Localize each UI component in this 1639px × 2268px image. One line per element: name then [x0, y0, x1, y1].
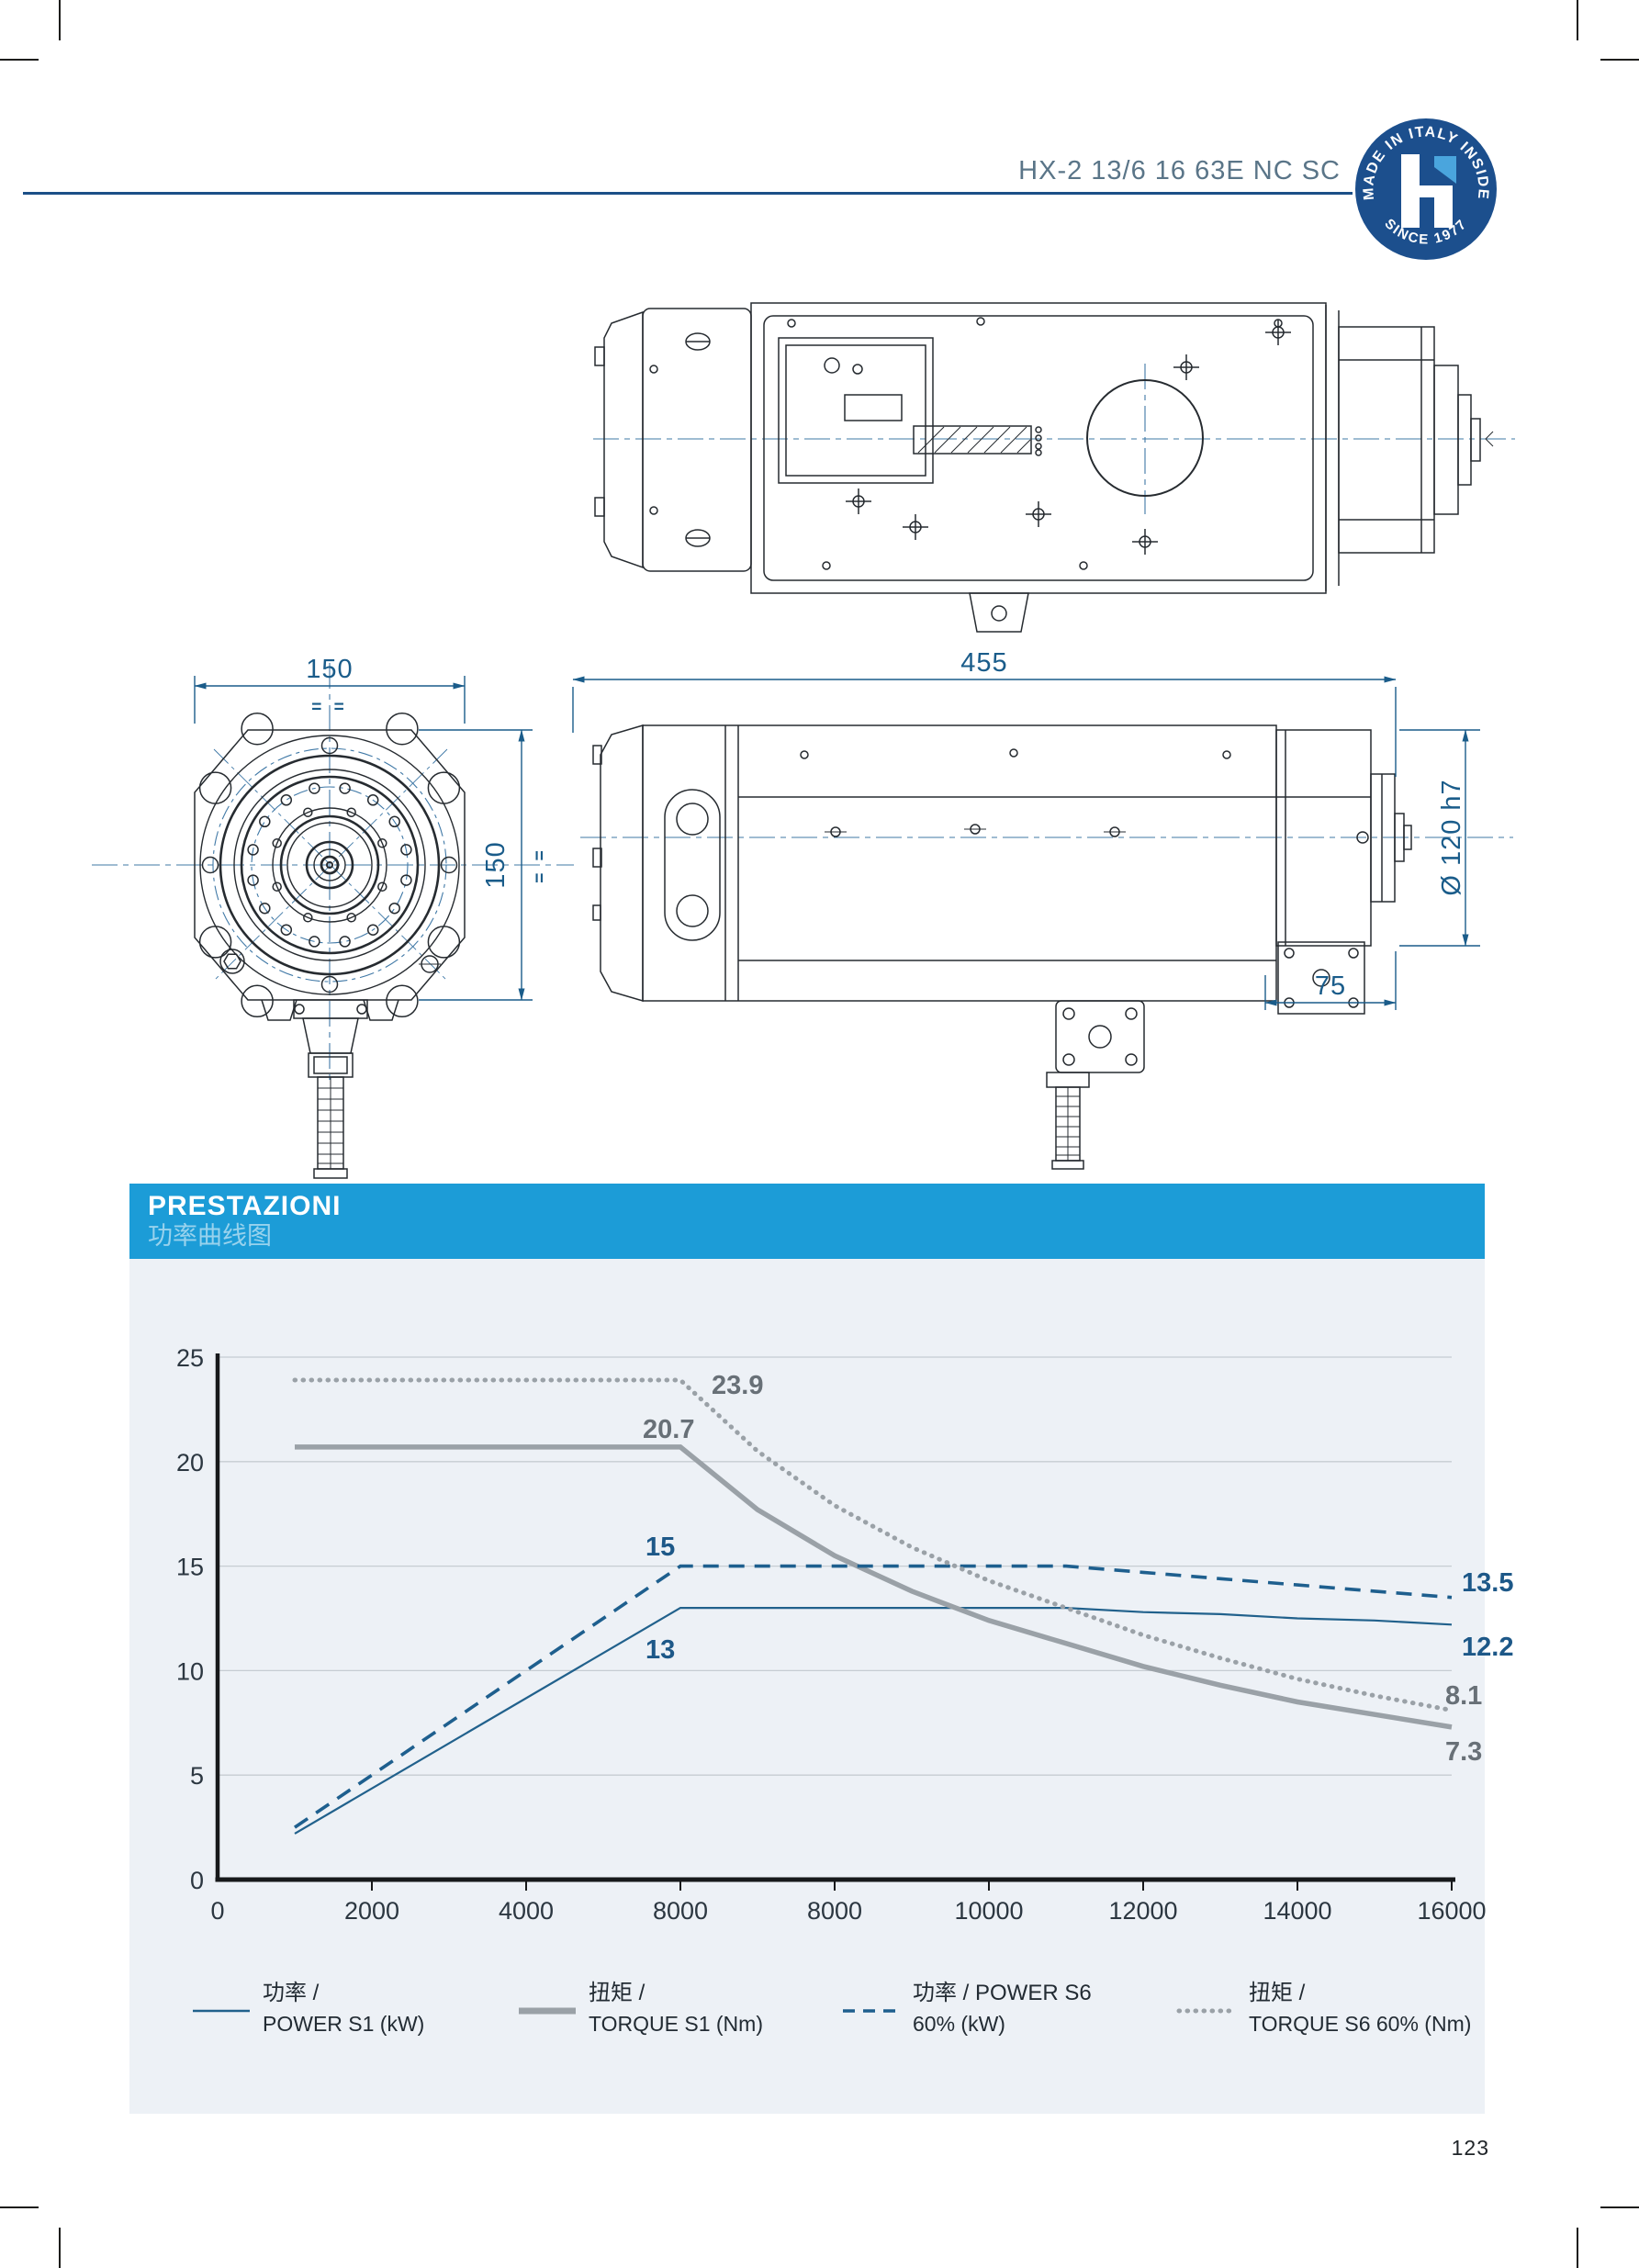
- dimension-lines: [194, 676, 1480, 1010]
- curve-value-label: 15: [645, 1533, 675, 1562]
- svg-text:14000: 14000: [1263, 1897, 1331, 1925]
- svg-text:4000: 4000: [499, 1897, 554, 1925]
- legend-swatch-power-s6-icon: [843, 2004, 900, 2038]
- curve-torque-s1: [295, 1444, 1453, 1730]
- curve-value-label: 8.1: [1445, 1681, 1482, 1711]
- legend-label-en: TORQUE S6 60% (Nm): [1249, 2012, 1472, 2036]
- legend-label-en: TORQUE S1 (Nm): [589, 2012, 763, 2036]
- centerline: [593, 364, 1515, 514]
- legend-label-en: 60% (kW): [913, 2012, 1005, 2036]
- svg-text:8000: 8000: [807, 1897, 862, 1925]
- legend-label-zh: 功率 /: [263, 1981, 320, 2005]
- crop-mark: [1577, 0, 1578, 40]
- svg-text:5: 5: [190, 1762, 204, 1790]
- spindle-top-view-drawing: [593, 302, 1515, 633]
- legend-item-power-s6: 功率 / POWER S6 60% (kW): [843, 1976, 1092, 2038]
- legend-label-zh: 扭矩 /: [589, 1981, 645, 2005]
- svg-text:10: 10: [176, 1657, 204, 1685]
- nose-diameter-dimension: Ø 120 h7: [1437, 779, 1466, 895]
- curve-power-s1: [294, 1606, 1453, 1835]
- svg-text:20: 20: [176, 1449, 204, 1476]
- front-height-dimension: 150: [481, 841, 511, 888]
- chart-section-title: PRESTAZIONI: [148, 1191, 342, 1221]
- made-in-italy-badge-icon: MADE IN ITALY INSIDE SINCE 1977: [1355, 118, 1497, 260]
- spindle-front-side-view-drawing: 150 = = 150 = = 455 Ø 120 h7 75: [92, 648, 1513, 1179]
- curve-value-label: 12.2: [1462, 1633, 1513, 1662]
- side-length-dimension: 455: [960, 648, 1007, 678]
- svg-text:15: 15: [176, 1554, 204, 1581]
- crop-mark: [1600, 59, 1639, 61]
- front-view-flange: [194, 729, 466, 1179]
- front-view-bolt-holes: [198, 712, 461, 1018]
- legend-item-torque-s6: 扭矩 / TORQUE S6 60% (Nm): [1176, 1976, 1472, 2038]
- legend-label-en: POWER S1 (kW): [263, 2012, 425, 2036]
- svg-text:0: 0: [210, 1897, 224, 1925]
- crop-mark: [0, 59, 39, 61]
- screw-marks: [846, 320, 1291, 555]
- header-rule: [23, 192, 1353, 195]
- crop-mark: [59, 0, 61, 40]
- chart-section-subtitle: 功率曲线图: [148, 1222, 272, 1250]
- performance-chart: 0 2000 4000 8000 8000 10000 12000 14000 16000 0 5 1…: [176, 1344, 1514, 1925]
- symmetry-marks: = =: [311, 698, 347, 717]
- crop-mark: [59, 2228, 61, 2268]
- hsd-logo-icon: [1401, 154, 1456, 228]
- chart-panel: [129, 1259, 1485, 2114]
- svg-text:2000: 2000: [344, 1897, 399, 1925]
- crop-mark: [1577, 2228, 1578, 2268]
- legend-item-torque-s1: 扭矩 / TORQUE S1 (Nm): [519, 1976, 763, 2038]
- page-number: 123: [1451, 2136, 1489, 2160]
- crop-mark: [0, 2206, 39, 2208]
- curve-torque-s6: [292, 1377, 1454, 1713]
- page-title: HX-2 13/6 16 63E NC SC: [1018, 156, 1341, 185]
- legend-swatch-torque-s1-icon: [519, 2004, 576, 2038]
- svg-text:16000: 16000: [1417, 1897, 1486, 1925]
- svg-text:25: 25: [176, 1344, 204, 1372]
- legend-label-zh: 扭矩 /: [1249, 1981, 1306, 2005]
- curve-value-label: 7.3: [1445, 1737, 1482, 1767]
- chart-section-header: PRESTAZIONI 功率曲线图: [129, 1184, 1485, 1259]
- side-view-body: [592, 724, 1412, 1170]
- curve-value-label: 20.7: [643, 1415, 694, 1444]
- svg-text:8000: 8000: [653, 1897, 708, 1925]
- front-width-dimension: 150: [306, 655, 353, 684]
- curve-value-label: 13: [645, 1635, 675, 1665]
- curve-value-label: 13.5: [1462, 1568, 1513, 1598]
- symmetry-marks: = =: [531, 847, 550, 882]
- legend-swatch-torque-s6-icon: [1176, 2004, 1239, 2038]
- legend-item-power-s1: 功率 / POWER S1 (kW): [193, 1976, 424, 2038]
- crop-mark: [1600, 2206, 1639, 2208]
- nose-length-dimension: 75: [1315, 971, 1346, 1001]
- front-view-rings: [199, 735, 460, 995]
- svg-text:12000: 12000: [1108, 1897, 1177, 1925]
- svg-text:0: 0: [190, 1867, 204, 1894]
- svg-text:10000: 10000: [954, 1897, 1023, 1925]
- legend-label-zh: 功率 / POWER S6: [913, 1981, 1092, 2005]
- curve-value-label: 23.9: [712, 1371, 763, 1400]
- legend-swatch-power-s1-icon: [193, 2004, 250, 2038]
